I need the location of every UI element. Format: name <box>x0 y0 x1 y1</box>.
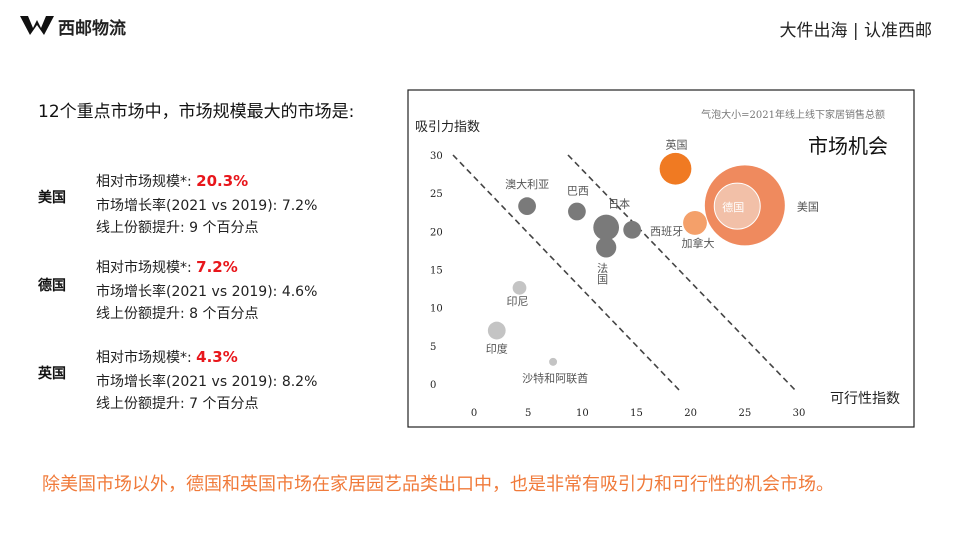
bubble <box>713 182 761 230</box>
bubble <box>593 214 620 241</box>
bubble-label: 加拿大 <box>682 236 715 250</box>
y-tick-label: 10 <box>430 304 443 315</box>
bubble-label: 法国 <box>596 261 609 285</box>
chart-title: 市场机会 <box>808 134 888 158</box>
divider-line <box>452 154 682 393</box>
market-online: 线上份额提升: 7 个百分点 <box>96 396 259 412</box>
market-name: 德国 <box>38 278 66 294</box>
bubble-label: 印度 <box>486 342 508 356</box>
chart-frame <box>407 89 915 428</box>
bubble <box>623 220 642 239</box>
y-tick-label: 30 <box>430 151 443 162</box>
heading: 12个重点市场中，市场规模最大的市场是: <box>38 102 355 122</box>
bubble-label: 德国 <box>722 200 744 214</box>
market-online: 线上份额提升: 9 个百分点 <box>96 220 259 236</box>
bubble <box>518 197 536 216</box>
tagline: 大件出海 | 认准西邮 <box>779 21 932 41</box>
market-name: 美国 <box>38 190 66 206</box>
market-growth: 市场增长率(2021 vs 2019): 7.2% <box>96 198 318 214</box>
y-tick-label: 20 <box>430 227 443 238</box>
market-size: 相对市场规模*: 20.3% <box>96 171 248 191</box>
bubble-label: 沙特和阿联酋 <box>522 371 588 385</box>
size-value: 7.2% <box>196 258 238 276</box>
x-tick-label: 20 <box>684 408 697 419</box>
size-label: 相对市场规模*: <box>96 350 192 366</box>
market-growth: 市场增长率(2021 vs 2019): 4.6% <box>96 284 318 300</box>
x-tick-label: 30 <box>793 408 806 419</box>
bubble-label: 印尼 <box>507 295 529 308</box>
footer: 除美国市场以外，德国和英国市场在家居园艺品类出口中，也是非常有吸引力和可行性的机… <box>42 474 834 495</box>
bubble <box>683 211 707 235</box>
size-value: 20.3% <box>196 172 249 190</box>
bubble <box>596 237 617 258</box>
bubble <box>568 202 586 221</box>
bubble-label: 西班牙 <box>650 225 683 238</box>
x-tick-label: 0 <box>471 408 477 419</box>
logo-text: 西邮物流 <box>58 19 126 39</box>
bubble <box>659 152 692 185</box>
divider-line <box>567 154 798 393</box>
size-value: 4.3% <box>196 348 238 366</box>
market-size: 相对市场规模*: 4.3% <box>96 347 238 367</box>
market-name: 英国 <box>38 366 66 382</box>
bubble-label: 美国 <box>797 200 819 213</box>
bubble <box>512 280 527 295</box>
logo-icon <box>20 16 54 35</box>
y-tick-label: 0 <box>430 380 436 391</box>
size-label: 相对市场规模*: <box>96 260 192 276</box>
market-online: 线上份额提升: 8 个百分点 <box>96 306 259 322</box>
bubble-label: 日本 <box>608 197 630 211</box>
size-label: 相对市场规模*: <box>96 174 192 190</box>
x-tick-label: 15 <box>630 408 643 419</box>
bubble <box>487 321 506 340</box>
x-axis-label: 可行性指数 <box>830 391 900 407</box>
chart-subtitle: 气泡大小=2021年线上线下家居销售总额 <box>701 108 885 121</box>
bubble-label: 英国 <box>666 138 688 152</box>
bubble <box>549 357 558 366</box>
y-axis-label: 吸引力指数 <box>415 120 480 135</box>
x-tick-label: 5 <box>525 408 531 419</box>
x-tick-label: 25 <box>738 408 751 419</box>
x-tick-label: 10 <box>576 408 589 419</box>
bubble-label: 澳大利亚 <box>505 177 549 191</box>
y-tick-label: 15 <box>430 266 443 277</box>
bubble-label: 巴西 <box>567 184 589 197</box>
market-size: 相对市场规模*: 7.2% <box>96 257 238 277</box>
y-tick-label: 5 <box>430 342 436 353</box>
market-growth: 市场增长率(2021 vs 2019): 8.2% <box>96 374 318 390</box>
y-tick-label: 25 <box>430 189 443 200</box>
